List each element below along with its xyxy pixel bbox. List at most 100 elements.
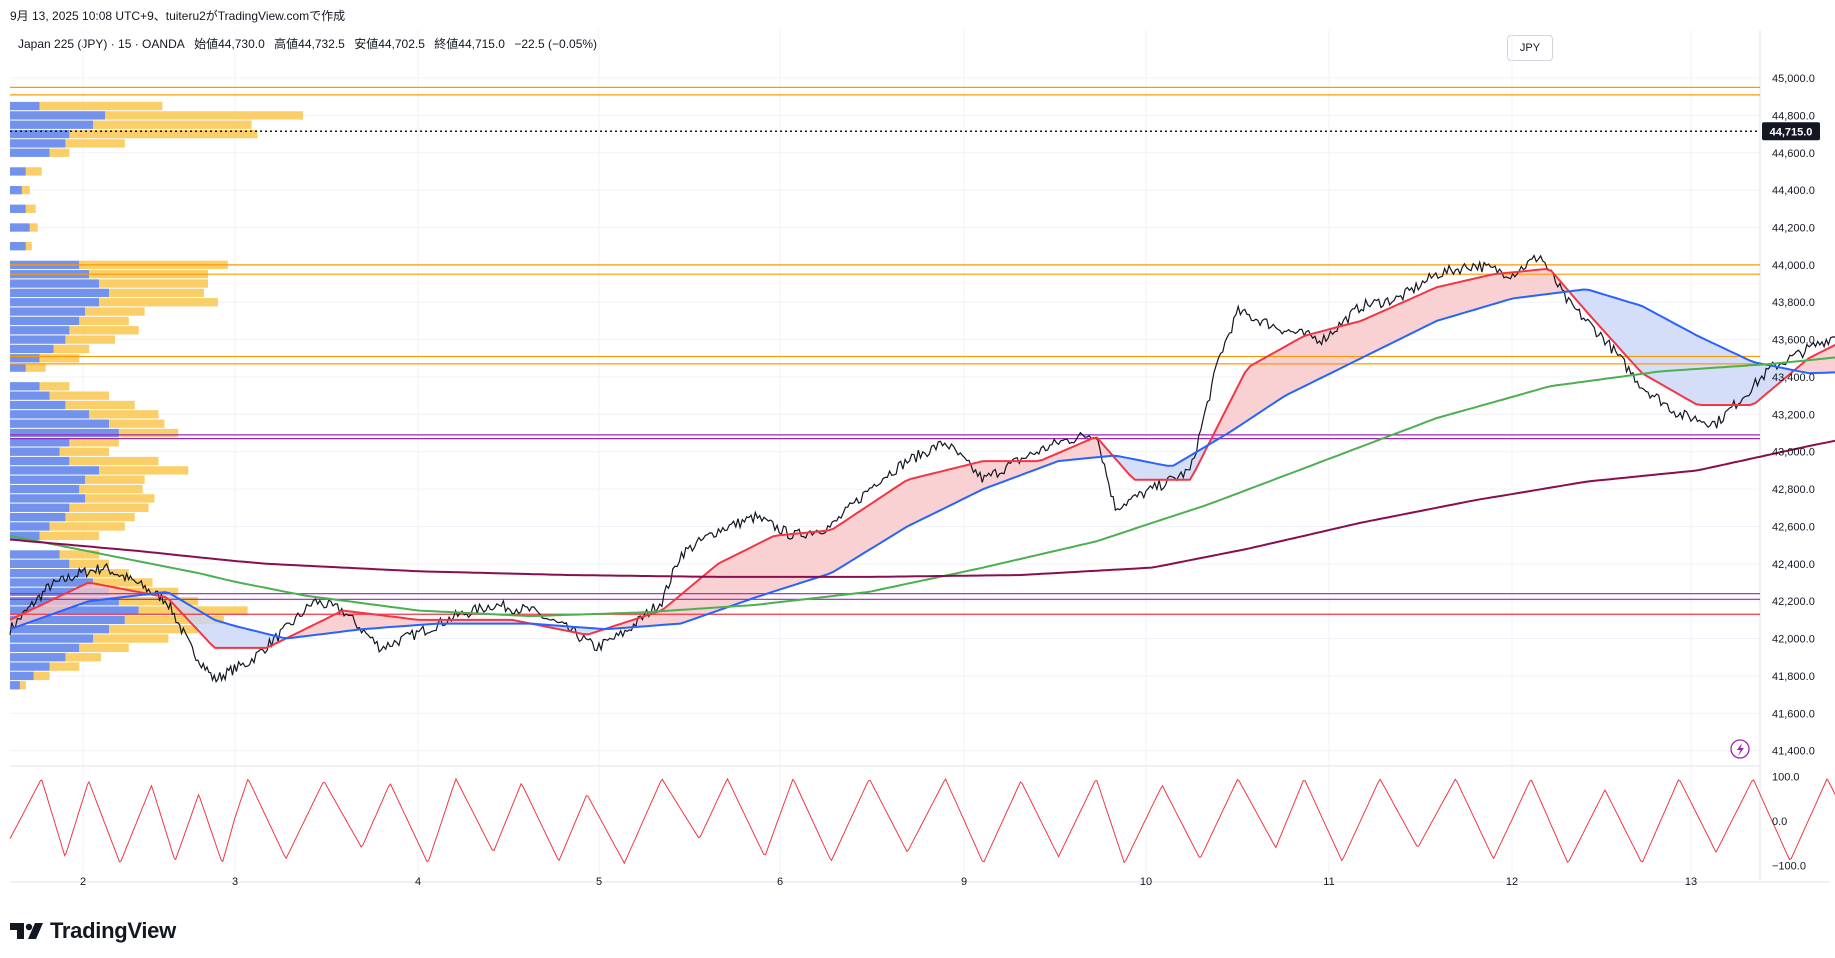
volume-profile-bar-up	[10, 625, 109, 634]
low-value: 安値44,702.5	[354, 37, 425, 51]
volume-profile-bar-down	[53, 344, 90, 354]
volume-profile-bar-down	[69, 129, 258, 139]
volume-profile-bar-up	[10, 382, 40, 391]
time-tick-label: 5	[596, 876, 602, 888]
volume-profile-bar-up	[10, 438, 70, 447]
volume-profile-bar-down	[39, 101, 163, 111]
price-axis[interactable]: 45,000.0 44,800.0 44,600.0 44,400.0 44,200.0…	[1762, 73, 1820, 873]
volume-profile-bar-up	[10, 606, 139, 615]
volume-profile-bar-down	[109, 625, 199, 634]
volume-profile-bar-down	[39, 354, 80, 363]
price-tick-label: 41,600.0	[1772, 708, 1815, 720]
volume-profile-bar-up	[10, 288, 109, 298]
volume-profile-bar-up	[10, 307, 86, 316]
volume-profile-bar-up	[10, 456, 70, 466]
price-tick-label: 41,400.0	[1772, 746, 1815, 758]
volume-profile-bar-down	[39, 531, 100, 540]
volume-profile-bar-up	[10, 568, 86, 578]
volume-profile-bar-down	[79, 484, 143, 494]
volume-profile-bar-down	[89, 410, 159, 419]
open-value: 始値44,730.0	[194, 37, 265, 51]
volume-profile-bar-up	[10, 391, 50, 400]
symbol-label[interactable]: Japan 225 (JPY) · 15 · OANDA	[18, 37, 185, 51]
price-tick-label: 43,800.0	[1772, 297, 1815, 309]
volume-profile-bar-down	[69, 438, 119, 447]
volume-profile-bar-up	[10, 326, 70, 335]
ema-cloud-bull	[606, 437, 1114, 630]
volume-profile-bar-up	[10, 400, 66, 410]
oscillator-line	[9, 777, 1835, 865]
lightning-icon[interactable]	[1730, 739, 1750, 759]
oscillator-tick-label: −100.0	[1772, 861, 1806, 873]
high-value: 高値44,732.5	[274, 37, 345, 51]
volume-profile-bar-up	[10, 279, 100, 288]
price-tick-label: 44,400.0	[1772, 185, 1815, 197]
volume-profile-bar-up	[10, 298, 100, 307]
price-tick-label: 42,200.0	[1772, 596, 1815, 608]
volume-profile-bar-down	[65, 139, 125, 148]
volume-profile-bar-down	[99, 466, 189, 475]
volume-profile-bar-up	[10, 101, 40, 111]
volume-profile-bar-down	[25, 363, 46, 372]
volume-profile-bar-up	[10, 653, 66, 662]
time-tick-label: 2	[80, 876, 86, 888]
volume-profile-bar-down	[69, 456, 159, 466]
volume-profile-bar-down	[69, 326, 139, 335]
volume-profile-bar-up	[10, 522, 50, 531]
volume-profile-bar-up	[10, 634, 94, 643]
volume-profile-bar-up	[10, 503, 70, 512]
time-tick-label: 12	[1506, 876, 1518, 888]
oscillator-tick-label: 100.0	[1772, 771, 1800, 783]
ema-slow-line	[9, 288, 1835, 640]
volume-profile-bar-down	[65, 653, 102, 662]
time-tick-label: 6	[777, 876, 783, 888]
volume-profile-bar-down	[65, 512, 135, 522]
volume-profile-bar-up	[10, 578, 94, 587]
volume-profile-bar-up	[10, 223, 30, 232]
ema-cloud-bear	[149, 592, 287, 648]
volume-profile-bar-up	[10, 419, 109, 428]
volume-profile	[10, 101, 304, 690]
volume-profile-bar-down	[25, 242, 32, 251]
volume-profile-bar-down	[33, 671, 50, 681]
volume-profile-bar-down	[69, 559, 109, 568]
oscillator-tick-label: 0.0	[1772, 816, 1787, 828]
change-value: −22.5 (−0.05%)	[514, 37, 598, 51]
volume-profile-bar-down	[118, 428, 179, 438]
current-price-badge	[1762, 122, 1820, 141]
volume-profile-bar-up	[10, 335, 66, 344]
current-price-label: 44,715.0	[1770, 126, 1813, 138]
time-axis[interactable]: 2 3 4 5 6 9 10 11 12 13	[80, 876, 1697, 888]
volume-profile-bar-down	[49, 522, 125, 531]
volume-profile-bar-up	[10, 681, 20, 690]
volume-profile-bar-up	[10, 671, 34, 681]
volume-profile-bar-down	[85, 568, 129, 578]
volume-profile-bar-down	[99, 298, 218, 307]
price-tick-label: 45,000.0	[1772, 73, 1815, 85]
volume-profile-bar-down	[93, 578, 153, 587]
ma-maroon-line	[9, 439, 1835, 578]
currency-badge[interactable]: JPY	[1507, 35, 1553, 61]
volume-profile-bar-down	[99, 279, 208, 288]
volume-profile-bar-up	[10, 512, 66, 522]
volume-profile-bar-up	[10, 354, 40, 363]
volume-profile-bar-down	[69, 503, 149, 512]
volume-profile-bar-down	[85, 307, 145, 316]
volume-profile-bar-up	[10, 139, 66, 148]
volume-profile-bar-up	[10, 484, 80, 494]
volume-profile-bar-up	[10, 428, 119, 438]
price-candles-line	[9, 254, 1835, 684]
price-tick-label: 44,800.0	[1772, 110, 1815, 122]
volume-profile-bar-down	[19, 681, 26, 690]
volume-profile-bar-down	[65, 335, 115, 344]
price-tick-label: 43,200.0	[1772, 409, 1815, 421]
volume-profile-bar-down	[79, 643, 129, 653]
series-lines	[9, 254, 1835, 684]
volume-profile-bar-up	[10, 185, 22, 195]
volume-profile-bar-down	[49, 148, 70, 157]
volume-profile-bar-down	[124, 615, 224, 625]
price-tick-label: 42,800.0	[1772, 484, 1815, 496]
tradingview-logo[interactable]: TradingView	[10, 918, 176, 944]
price-tick-label: 44,000.0	[1772, 260, 1815, 272]
